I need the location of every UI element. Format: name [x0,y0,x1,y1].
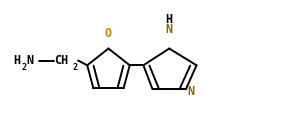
Text: N: N [166,23,173,37]
Text: O: O [105,27,112,40]
Text: N: N [187,85,194,98]
Text: 2: 2 [22,63,27,72]
Text: H: H [166,13,173,26]
Text: 2: 2 [73,63,78,72]
Text: H: H [13,54,20,67]
Text: N: N [27,54,34,67]
Text: CH: CH [54,54,68,67]
